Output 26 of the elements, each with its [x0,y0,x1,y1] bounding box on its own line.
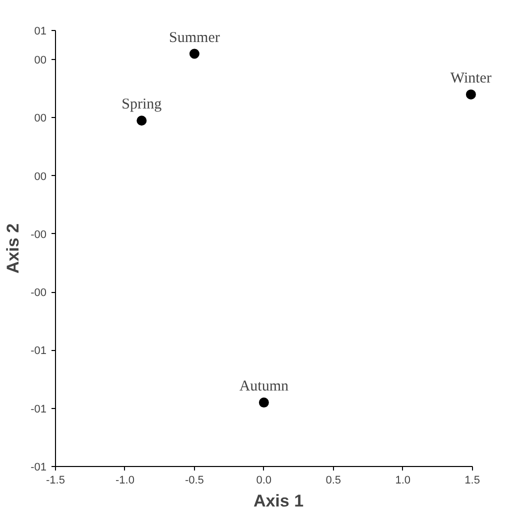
y-tick-label: -01 [30,462,47,474]
y-tick-label: 01 [34,26,47,38]
x-tick-label: -0.5 [184,474,204,486]
y-tick-label: 00 [34,170,47,183]
point [189,48,200,59]
y-tick-label: 00 [34,112,47,125]
annotation: Winter [450,70,492,86]
y-axis-title: Axis 2 [4,223,23,274]
annotation: Spring [122,96,162,113]
x-tick-label: -1.0 [115,474,134,486]
y-tick-label: -01 [30,345,47,358]
y-tick-label: -01 [30,403,47,416]
x-tick-label: -1.5 [46,474,65,486]
x-tick-label: 1.0 [395,474,411,486]
x-tick-label: 0.5 [326,474,342,486]
annotation: Summer [169,30,220,46]
annotation: Autumn [239,378,289,395]
point [258,398,269,408]
y-tick-label: -00 [30,228,47,241]
x-axis-title: Axis 1 [253,492,304,510]
point [466,89,476,100]
x-tick-label: 1.5 [464,474,480,486]
y-tick-label: 00 [34,54,47,67]
point [136,116,147,126]
x-tick-label: 0.0 [256,474,272,486]
y-tick-label: -00 [30,287,47,300]
